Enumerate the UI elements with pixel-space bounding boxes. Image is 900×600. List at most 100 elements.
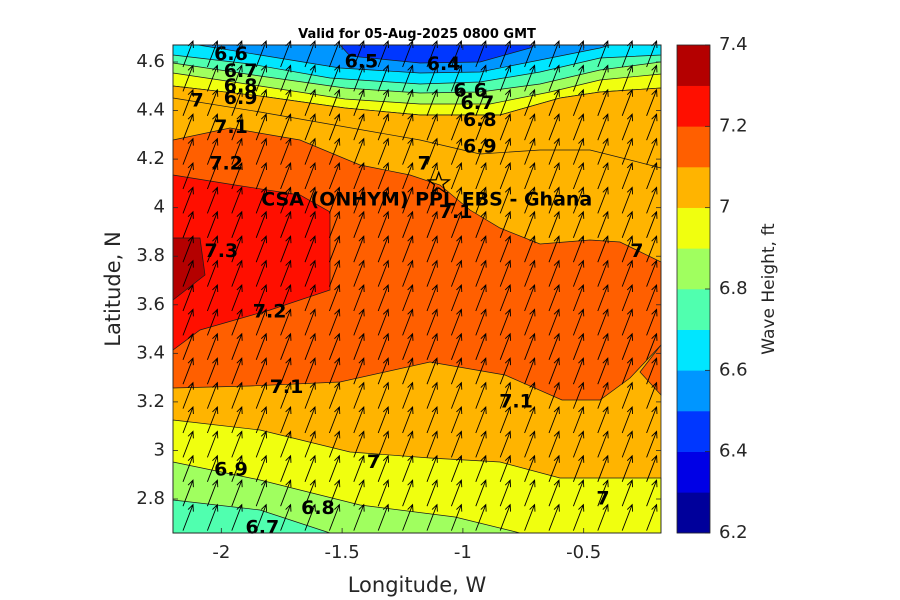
- wave-vector-arrow: [597, 503, 609, 531]
- contour-label: 7.1: [214, 116, 248, 138]
- wave-vector-arrow: [646, 64, 658, 92]
- wave-vector-arrow: [304, 430, 316, 458]
- wave-vector-arrow: [597, 137, 609, 165]
- wave-vector-arrow: [475, 210, 487, 238]
- wave-vector-arrow: [280, 405, 292, 434]
- wave-vector-arrow: [182, 64, 194, 92]
- wave-vector-arrow: [499, 283, 512, 312]
- wave-vector-arrow: [377, 454, 390, 482]
- wave-vector-arrow: [475, 161, 487, 190]
- wave-vector-arrow: [524, 137, 536, 165]
- wave-vector-arrow: [524, 88, 536, 116]
- wave-vector-arrow: [499, 381, 512, 409]
- wave-vector-arrow: [597, 64, 609, 92]
- wave-vector-arrow: [621, 332, 634, 360]
- wave-vector-arrow: [548, 381, 560, 409]
- wave-vector-arrow: [377, 210, 390, 238]
- wave-vector-arrow: [572, 64, 585, 92]
- wave-vector-arrow: [182, 259, 194, 287]
- wave-vector-arrow: [450, 405, 463, 434]
- wave-vector-arrow: [402, 308, 414, 336]
- wave-vector-arrow: [231, 235, 243, 263]
- wave-vector-arrow: [426, 88, 438, 116]
- y-tick-label: 3.4: [136, 342, 165, 363]
- wave-vector-arrow: [450, 210, 463, 238]
- wave-vector-arrow: [353, 64, 365, 92]
- wave-vector-arrow: [255, 186, 268, 214]
- wave-vector-arrow: [206, 308, 219, 336]
- wave-vector-arrow: [524, 113, 536, 141]
- wave-vector-arrow: [597, 332, 609, 360]
- wave-vector-arrow: [475, 430, 487, 458]
- contour-label: 6.7: [461, 92, 495, 114]
- wave-vector-arrow: [548, 259, 560, 287]
- wave-vector-arrow: [206, 454, 219, 482]
- wave-vector-arrow: [255, 503, 268, 531]
- wave-vector-arrow: [475, 113, 487, 141]
- wave-vector-arrow: [255, 210, 268, 238]
- wave-vector-arrow: [450, 161, 463, 190]
- wave-vector-arrow: [231, 430, 243, 458]
- wave-vector-arrow: [231, 64, 243, 92]
- wave-vector-arrow: [304, 405, 316, 434]
- wave-vector-arrow: [231, 332, 243, 360]
- wave-vector-arrow: [548, 503, 560, 531]
- wave-vector-arrow: [621, 210, 634, 238]
- wave-vector-arrow: [475, 332, 487, 360]
- wave-vector-arrow: [377, 186, 390, 214]
- wave-vector-arrow: [572, 430, 585, 458]
- wave-vector-arrow: [450, 64, 463, 92]
- wave-vector-arrow: [328, 454, 341, 482]
- contour-label: 7.1: [499, 390, 533, 412]
- wave-vector-arrow: [255, 283, 268, 312]
- wave-vector-arrow: [426, 161, 438, 190]
- contour-label: 6.8: [224, 75, 258, 97]
- colorbar-tick-label: 7.2: [719, 115, 748, 136]
- contour-label: 6.7: [224, 60, 258, 82]
- colorbar-tick-label: 6.6: [719, 359, 748, 380]
- wave-vector-arrow: [255, 381, 268, 409]
- site-label: CSA (ONHYM) PPL EBS - Ghana: [261, 188, 592, 210]
- wave-vector-arrow: [475, 137, 487, 165]
- plot-frame: [172, 44, 662, 534]
- wave-vector-arrow: [182, 405, 194, 434]
- wave-vector-arrow: [304, 308, 316, 336]
- wave-vector-arrow: [426, 381, 438, 409]
- contour-label: 7.3: [204, 240, 238, 262]
- wave-vector-arrow: [402, 381, 414, 409]
- chart-title: Valid for 05-Aug-2025 0800 GMT: [298, 27, 536, 42]
- wave-vector-arrow: [475, 308, 487, 336]
- wave-vector-arrow: [548, 405, 560, 434]
- wave-vector-arrow: [572, 479, 585, 507]
- contour-label: 7: [191, 89, 204, 111]
- wave-vector-arrow: [621, 137, 634, 165]
- contour-label: 6.6: [453, 80, 487, 102]
- wave-vector-arrow: [548, 64, 560, 92]
- wave-vector-arrow: [572, 186, 585, 214]
- wave-vector-arrow: [548, 88, 560, 116]
- wave-vector-arrow: [206, 88, 219, 116]
- wave-vector-arrow: [646, 283, 658, 312]
- wave-vector-arrow: [402, 283, 414, 312]
- wave-vector-arrow: [597, 235, 609, 263]
- contour-label: 7.2: [253, 301, 287, 323]
- wave-vector-arrow: [231, 161, 243, 190]
- wave-vector-arrow: [280, 259, 292, 287]
- contour-label: 7: [630, 240, 643, 262]
- wave-vector-arrow: [377, 64, 390, 92]
- wave-vector-arrow: [402, 113, 414, 141]
- wave-vector-arrow: [377, 503, 390, 531]
- wave-vector-arrow: [426, 259, 438, 287]
- wave-vector-arrow: [646, 113, 658, 141]
- wave-vector-arrow: [231, 210, 243, 238]
- wave-vector-arrow: [328, 308, 341, 336]
- contour-label: 7: [418, 152, 431, 174]
- wave-vector-arrow: [475, 283, 487, 312]
- wave-vector-arrow: [280, 332, 292, 360]
- wave-vector-arrow: [402, 137, 414, 165]
- wave-vector-arrow: [499, 503, 512, 531]
- wave-vector-arrow: [548, 283, 560, 312]
- wave-vector-arrow: [621, 430, 634, 458]
- wave-vector-arrow: [353, 210, 365, 238]
- wave-vector-arrow: [304, 283, 316, 312]
